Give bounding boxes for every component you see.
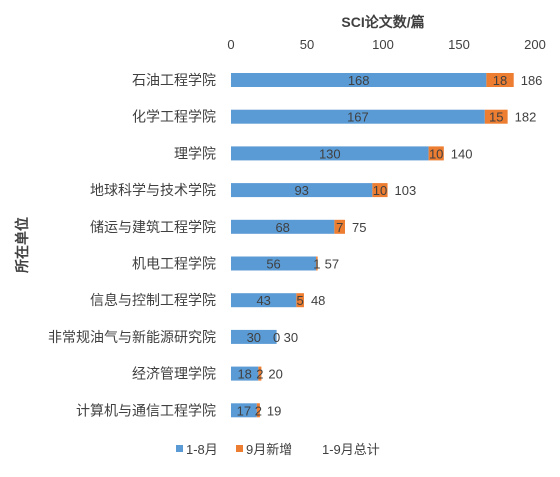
data-label-1-8: 167 [347,110,369,125]
data-label-sep: 7 [336,220,343,235]
bar-segment-1-8 [231,73,487,87]
bar-segment-1-8 [231,293,297,308]
data-label-1-8: 30 [247,330,261,345]
data-label-1-8: 130 [319,146,341,161]
data-label-sep: 1 [313,257,320,272]
x-axis-title: SCI论文数/篇 [341,14,424,30]
data-label-sep: 2 [255,403,262,418]
bar-segment-sep [256,403,260,418]
data-label-sep: 0 [273,330,280,345]
x-tick-label: 100 [372,37,394,52]
category-label: 储运与建筑工程学院 [90,219,216,235]
legend-label-1-8: 1-8月 [186,442,218,457]
data-label-total: 30 [284,330,298,345]
bar-segment-sep [428,146,444,161]
bar-segment-sep [316,256,318,271]
bar-segment-1-8 [231,329,277,344]
legend-label-total: 1-9月总计 [322,442,380,457]
legend-swatch-sep [236,445,243,452]
data-label-total: 48 [311,293,325,308]
data-label-sep: 10 [373,183,387,198]
data-label-sep: 10 [429,146,443,161]
bar-segment-1-8 [231,256,317,271]
bar-segment-1-8 [231,366,259,381]
data-label-sep: 18 [493,73,507,88]
category-label: 理学院 [174,145,216,161]
x-tick-label: 0 [227,37,234,52]
data-label-total: 186 [521,73,543,88]
category-label: 机电工程学院 [132,256,216,272]
category-label: 化学工程学院 [132,109,216,125]
bar-segment-sep [334,219,345,234]
data-label-1-8: 168 [348,73,370,88]
data-label-total: 20 [268,367,282,382]
x-tick-label: 200 [524,37,546,52]
category-label: 非常规油气与新能源研究院 [48,329,216,345]
x-tick-label: 150 [448,37,470,52]
data-label-sep: 5 [297,293,304,308]
legend: 1-8月 9月新增 1-9月总计 [176,442,380,457]
bars [231,73,514,418]
x-tick-label: 50 [300,37,314,52]
bar-segment-1-8 [231,183,373,198]
bar-segment-sep [296,293,304,308]
category-label: 石油工程学院 [132,72,216,88]
bar-segment-sep [258,366,262,381]
bar-segment-1-8 [231,403,257,418]
data-label-sep: 15 [489,110,503,125]
bar-segment-1-8 [231,146,429,161]
data-label-1-8: 18 [237,367,251,382]
x-axis-ticks: 0 50 100 150 200 [227,37,545,52]
bar-segment-sep [372,183,388,198]
data-label-total: 19 [267,403,281,418]
data-label-1-8: 93 [294,183,308,198]
data-label-1-8: 56 [266,257,280,272]
category-labels: 石油工程学院化学工程学院理学院地球科学与技术学院储运与建筑工程学院机电工程学院信… [48,72,216,418]
data-label-total: 140 [451,146,473,161]
bar-segment-1-8 [231,109,485,124]
data-label-total: 57 [325,257,339,272]
bar-segment-sep [484,109,508,124]
data-label-total: 75 [352,220,366,235]
data-label-sep: 2 [256,367,263,382]
bar-segment-1-8 [231,219,335,234]
category-label: 经济管理学院 [132,366,216,382]
category-label: 计算机与通信工程学院 [76,402,216,418]
data-label-1-8: 43 [256,293,270,308]
data-label-1-8: 17 [237,403,251,418]
data-label-total: 103 [395,183,417,198]
legend-swatch-1-8 [176,445,183,452]
category-label: 信息与控制工程学院 [90,292,216,308]
y-axis-title: 所在单位 [14,217,30,273]
data-label-1-8: 68 [275,220,289,235]
bar-segment-sep [486,73,514,87]
category-label: 地球科学与技术学院 [90,182,216,198]
legend-label-sep: 9月新增 [246,442,292,457]
data-label-total: 182 [515,110,537,125]
